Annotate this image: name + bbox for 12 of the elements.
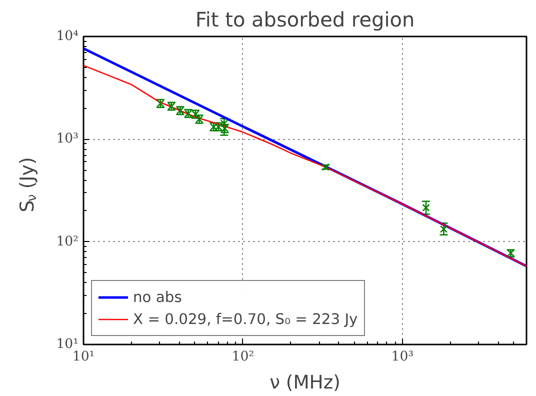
x-tick-label: 10² — [232, 350, 254, 364]
y-tick-label: 10³ — [56, 132, 79, 147]
y-axis-title: Sν (Jy) — [16, 157, 40, 212]
x-tick-label: 10³ — [391, 350, 414, 364]
legend-label: X = 0.029, f=0.70, S₀ = 223 Jy — [133, 310, 358, 328]
x-tick-label: 10¹ — [72, 350, 95, 364]
y-tick-label: 10² — [56, 234, 79, 250]
legend-label: no abs — [133, 288, 182, 306]
y-tick-label: 10⁴ — [56, 29, 79, 44]
y-tick-label: 10¹ — [56, 337, 79, 352]
x-axis-title: ν (MHz) — [270, 372, 340, 394]
chart-title: Fit to absorbed region — [195, 8, 415, 32]
